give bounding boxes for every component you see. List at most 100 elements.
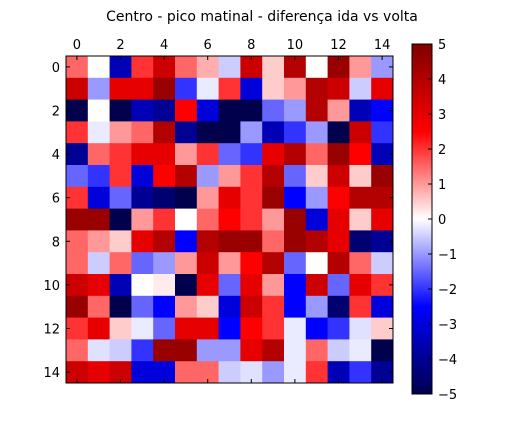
heatmap-cell: [175, 295, 198, 318]
heatmap-cell: [349, 230, 372, 253]
heatmap-cell: [284, 165, 307, 188]
heatmap-cell: [240, 208, 263, 231]
heatmap-cell: [284, 339, 307, 362]
heatmap-cell: [109, 77, 132, 100]
heatmap-cell: [153, 121, 176, 144]
heatmap-cell: [109, 186, 132, 209]
heatmap-cell: [327, 56, 350, 79]
heatmap-cell: [109, 317, 132, 340]
heatmap-cell: [153, 208, 176, 231]
heatmap-cell: [131, 56, 154, 79]
heatmap-cell: [371, 252, 394, 275]
heatmap-cell: [371, 77, 394, 100]
heatmap-cell: [131, 361, 154, 384]
heatmap-cell: [240, 339, 263, 362]
heatmap-cell: [349, 143, 372, 166]
heatmap-cell: [284, 230, 307, 253]
heatmap-cell: [371, 295, 394, 318]
heatmap-cell: [218, 361, 241, 384]
heatmap-cell: [153, 339, 176, 362]
heatmap-cell: [87, 317, 110, 340]
heatmap-cell: [196, 56, 219, 79]
heatmap-cell: [262, 77, 285, 100]
heatmap-cell: [327, 252, 350, 275]
heatmap-cell: [284, 56, 307, 79]
heatmap-cell: [305, 274, 328, 297]
y-tick-label: 12: [43, 323, 60, 338]
y-tick-label: 14: [43, 366, 60, 381]
x-tick-label: 14: [374, 38, 391, 53]
heatmap-cell: [175, 56, 198, 79]
heatmap-cell: [109, 208, 132, 231]
heatmap-cell: [87, 99, 110, 122]
colorbar-tick-label: 5: [438, 38, 446, 53]
heatmap-cell: [196, 339, 219, 362]
heatmap-cell: [371, 339, 394, 362]
heatmap-cell: [196, 295, 219, 318]
heatmap-cell: [131, 186, 154, 209]
heatmap-cell: [66, 77, 89, 100]
colorbar-tick-label: 0: [438, 213, 446, 228]
x-tick-label: 2: [116, 38, 124, 53]
heatmap-cell: [240, 186, 263, 209]
heatmap-cell: [218, 317, 241, 340]
heatmap-cell: [153, 56, 176, 79]
heatmap-cell: [153, 274, 176, 297]
heatmap-cell: [131, 295, 154, 318]
heatmap-cell: [262, 274, 285, 297]
heatmap-cell: [109, 121, 132, 144]
heatmap-cell: [218, 252, 241, 275]
heatmap-cell: [87, 361, 110, 384]
heatmap-cell: [66, 230, 89, 253]
heatmap-cell: [131, 274, 154, 297]
heatmap-cell: [131, 252, 154, 275]
heatmap-cell: [87, 186, 110, 209]
colorbar-tick-label: 4: [438, 73, 446, 88]
heatmap-cell: [240, 99, 263, 122]
heatmap-cell: [349, 361, 372, 384]
heatmap-cell: [262, 56, 285, 79]
heatmap-cell: [262, 208, 285, 231]
heatmap-cell: [66, 361, 89, 384]
x-tick-label: 10: [287, 38, 304, 53]
heatmap-cell: [153, 143, 176, 166]
heatmap-cell: [153, 165, 176, 188]
heatmap-cell: [327, 143, 350, 166]
heatmap-cell: [349, 317, 372, 340]
heatmap-cell: [262, 143, 285, 166]
heatmap-cell: [87, 295, 110, 318]
heatmap-cell: [66, 252, 89, 275]
heatmap-cell: [371, 56, 394, 79]
heatmap-cell: [371, 165, 394, 188]
heatmap-cell: [66, 165, 89, 188]
heatmap-cell: [284, 317, 307, 340]
heatmap-cell: [66, 339, 89, 362]
heatmap-cell: [305, 295, 328, 318]
heatmap-cell: [327, 77, 350, 100]
heatmap-cell: [305, 208, 328, 231]
heatmap-cell: [109, 295, 132, 318]
heatmap-cell: [240, 230, 263, 253]
heatmap-cell: [196, 317, 219, 340]
heatmap-cell: [218, 143, 241, 166]
colorbar-tick-label: −3: [438, 318, 457, 333]
heatmap-cell: [196, 121, 219, 144]
heatmap-cell: [284, 274, 307, 297]
heatmap-cell: [87, 208, 110, 231]
heatmap-cell: [153, 99, 176, 122]
heatmap-cell: [66, 143, 89, 166]
heatmap-cell: [349, 208, 372, 231]
heatmap-cell: [66, 208, 89, 231]
heatmap-cell: [371, 99, 394, 122]
heatmap-cell: [262, 186, 285, 209]
y-tick-label: 0: [52, 61, 60, 76]
colorbar-tick-label: −4: [438, 353, 457, 368]
heatmap-cell: [218, 339, 241, 362]
heatmap-cell: [371, 143, 394, 166]
heatmap-cell: [349, 252, 372, 275]
heatmap-cell: [240, 274, 263, 297]
heatmap-cell: [175, 252, 198, 275]
heatmap-cell: [240, 165, 263, 188]
heatmap-cell: [305, 165, 328, 188]
heatmap-cell: [87, 252, 110, 275]
